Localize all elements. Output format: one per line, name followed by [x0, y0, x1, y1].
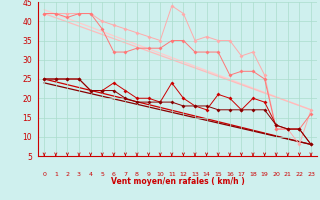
X-axis label: Vent moyen/en rafales ( km/h ): Vent moyen/en rafales ( km/h ) [111, 177, 244, 186]
